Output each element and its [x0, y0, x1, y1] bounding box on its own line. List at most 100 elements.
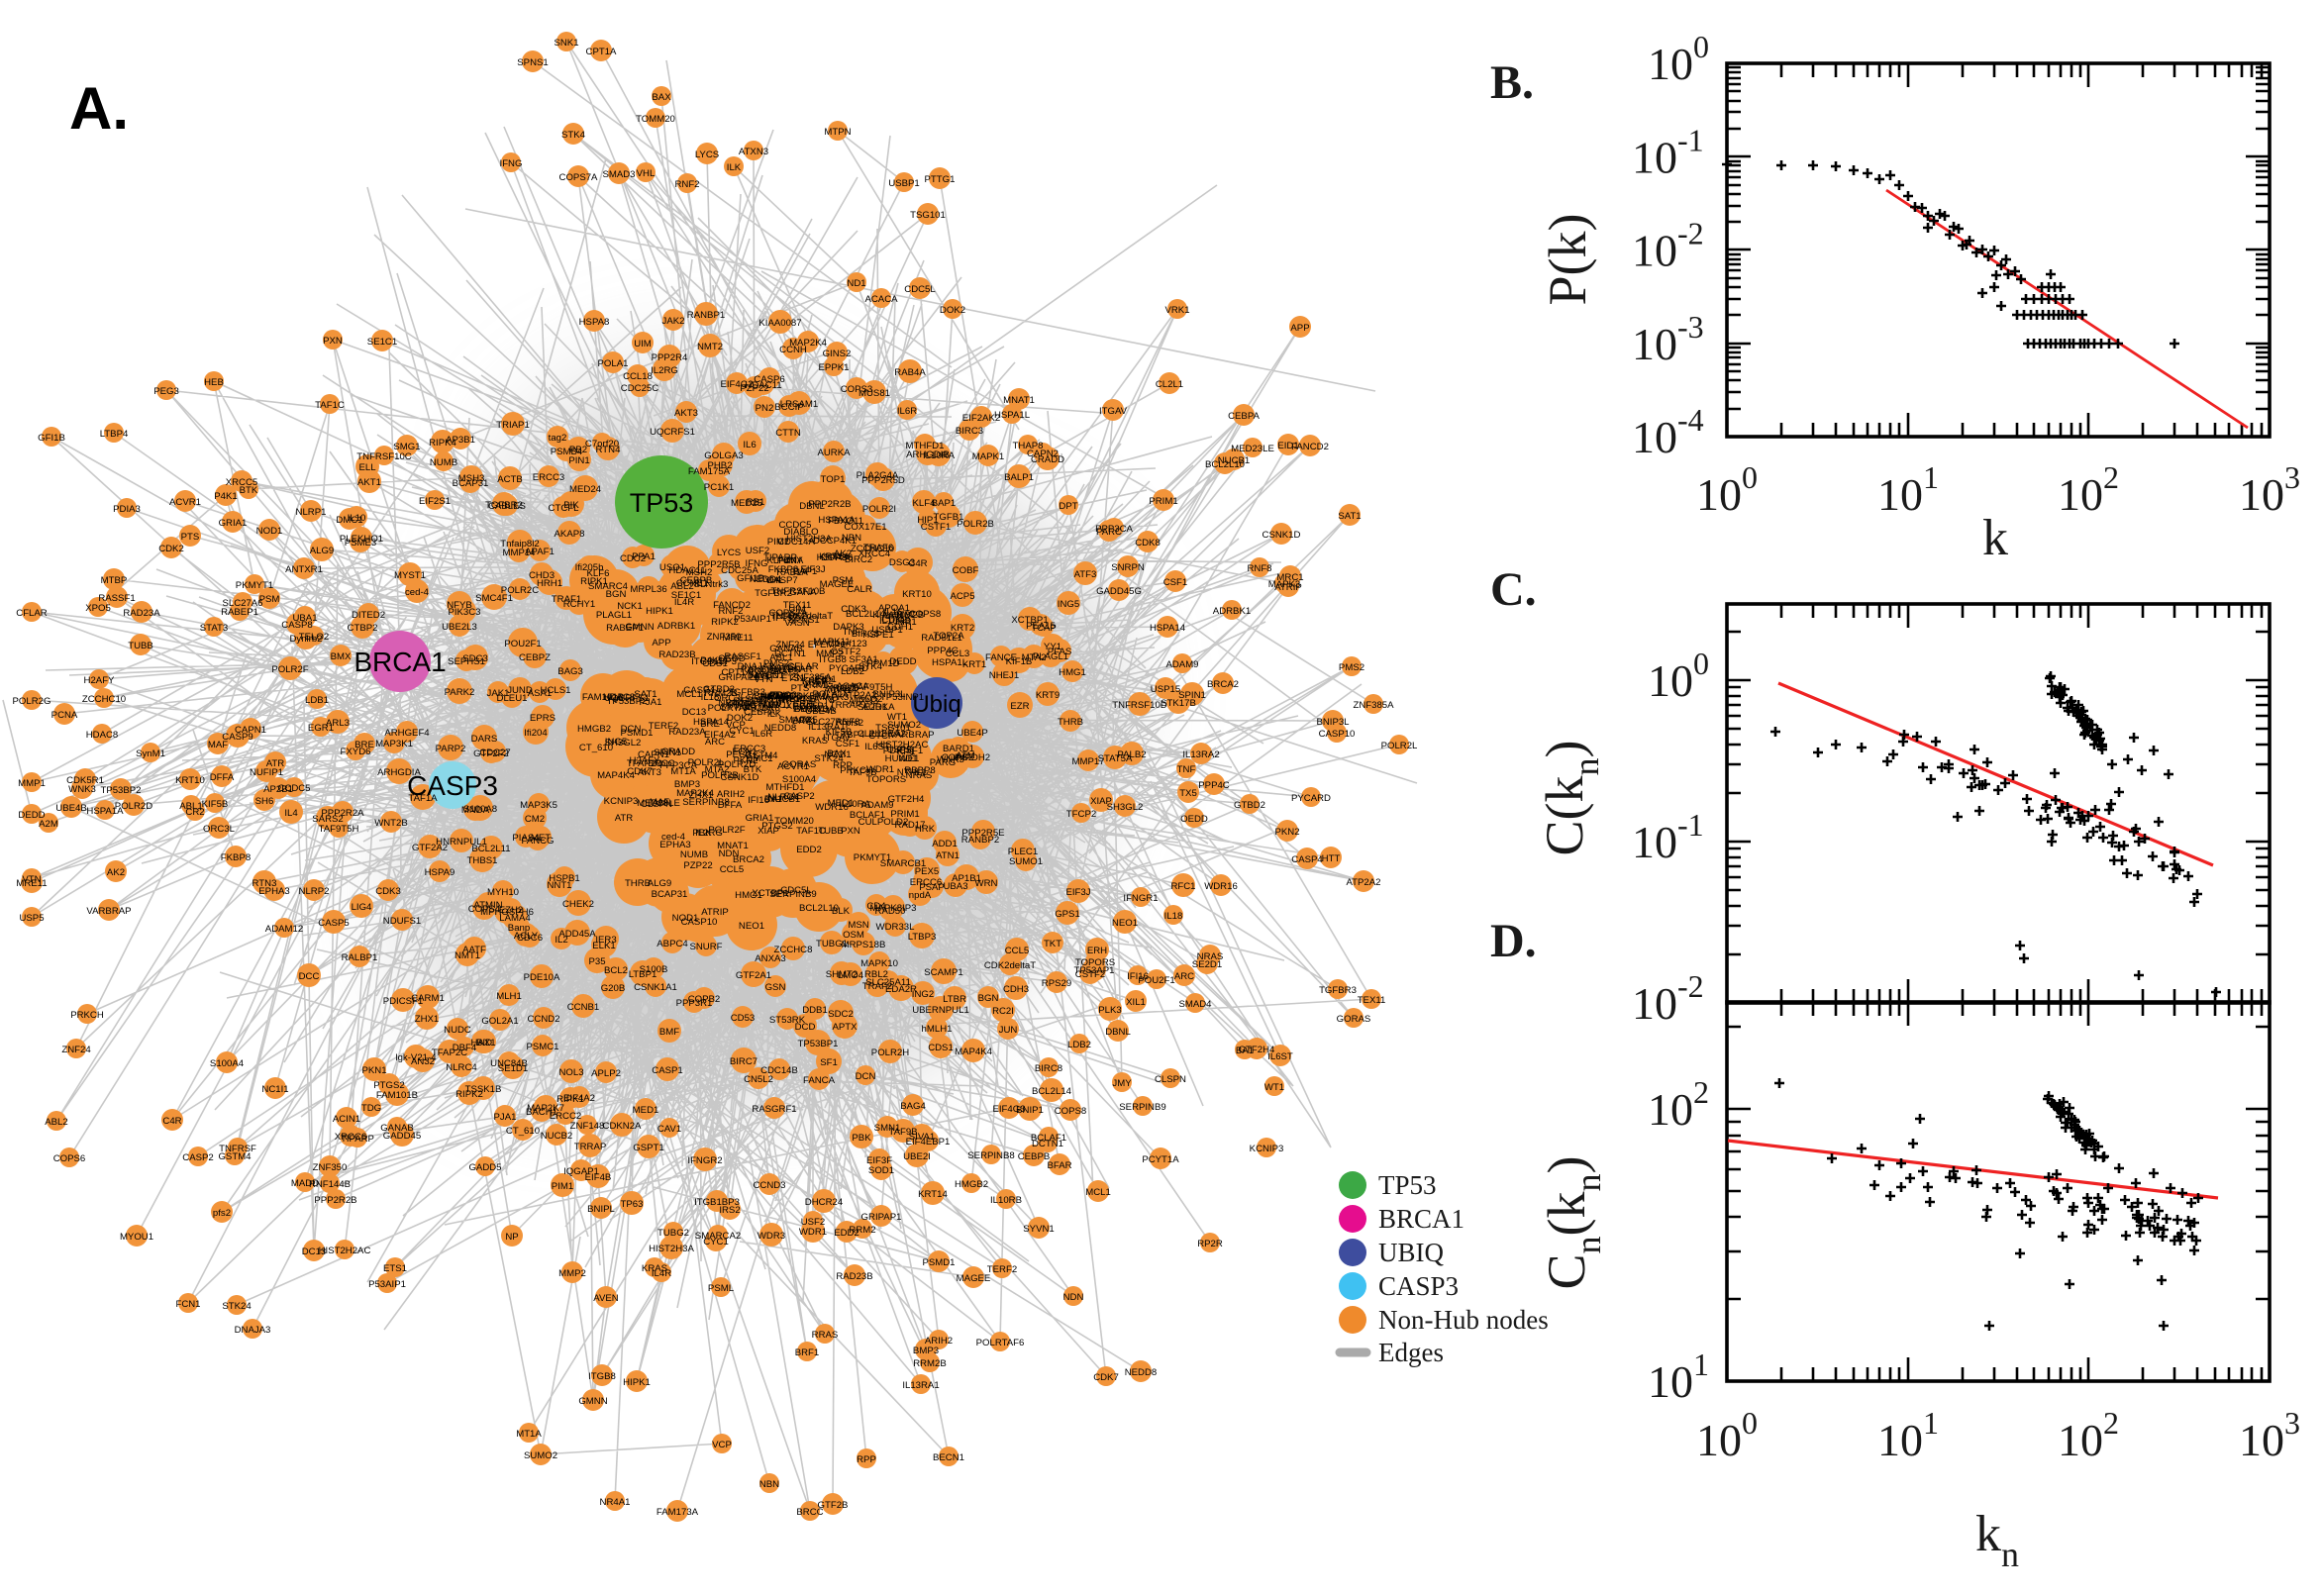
svg-text:MT1A: MT1A	[516, 1429, 542, 1440]
svg-text:POLR2L: POLR2L	[1381, 741, 1418, 751]
svg-text:FAM175A: FAM175A	[688, 466, 731, 477]
svg-text:C4R: C4R	[162, 1116, 181, 1127]
svg-text:k: k	[1982, 510, 2008, 566]
svg-text:HRK: HRK	[915, 824, 936, 835]
svg-text:TP53BP2: TP53BP2	[100, 785, 141, 796]
svg-text:MTA2: MTA2	[705, 764, 730, 775]
svg-text:JUND: JUND	[507, 685, 533, 696]
svg-text:KIF1B: KIF1B	[1006, 656, 1033, 667]
svg-text:RNF144B: RNF144B	[775, 694, 817, 705]
svg-text:S100A8: S100A8	[463, 804, 497, 815]
svg-text:PTGS2: PTGS2	[761, 821, 792, 832]
svg-text:MRPL36: MRPL36	[630, 584, 666, 595]
svg-text:tag2: tag2	[549, 433, 567, 444]
svg-text:PSME3: PSME3	[345, 538, 377, 549]
svg-text:NHEJ1: NHEJ1	[989, 670, 1019, 681]
svg-text:GSPT1: GSPT1	[633, 1143, 663, 1153]
svg-text:LTBP4: LTBP4	[837, 730, 865, 741]
svg-text:P4K1: P4K1	[700, 655, 723, 666]
svg-text:LDB1: LDB1	[305, 695, 329, 706]
svg-text:IQGAP1: IQGAP1	[563, 1166, 599, 1177]
svg-text:DHCR24: DHCR24	[805, 1197, 844, 1208]
svg-text:CHEK2: CHEK2	[562, 899, 594, 910]
svg-text:HIPK1: HIPK1	[646, 606, 673, 617]
svg-text:UNC84B: UNC84B	[490, 1058, 528, 1069]
svg-text:C1orf123: C1orf123	[828, 639, 866, 649]
svg-text:CTCFL: CTCFL	[549, 503, 580, 514]
svg-text:CDC5L: CDC5L	[780, 885, 812, 896]
svg-text:SH6: SH6	[255, 796, 274, 807]
svg-text:PKN2: PKN2	[733, 755, 758, 766]
svg-text:XCTBP1: XCTBP1	[1011, 615, 1048, 626]
svg-text:MMP2: MMP2	[816, 648, 844, 659]
svg-text:CSF1: CSF1	[836, 739, 860, 749]
svg-text:KRT14: KRT14	[819, 551, 849, 562]
svg-text:LIG4: LIG4	[352, 902, 372, 913]
svg-text:BAG3: BAG3	[557, 666, 583, 677]
svg-text:ITGB1BP3: ITGB1BP3	[694, 1197, 740, 1208]
svg-text:TGFBR2: TGFBR2	[485, 500, 523, 511]
svg-text:NR4A1: NR4A1	[719, 698, 750, 709]
svg-text:SMAD4: SMAD4	[768, 691, 802, 702]
svg-text:TAF9B: TAF9B	[848, 767, 876, 778]
svg-text:XPO5: XPO5	[85, 603, 111, 614]
svg-text:UIM: UIM	[634, 339, 652, 349]
svg-text:PC1K1: PC1K1	[704, 482, 734, 493]
svg-text:GTBD2: GTBD2	[1234, 800, 1265, 811]
svg-text:ZNF350: ZNF350	[313, 1162, 348, 1173]
svg-text:CARM1: CARM1	[411, 993, 445, 1004]
svg-text:G20B: G20B	[601, 983, 626, 994]
svg-text:HIP1: HIP1	[917, 515, 938, 526]
svg-text:MAPK3: MAPK3	[1268, 579, 1301, 590]
svg-text:HDAC8: HDAC8	[603, 692, 636, 703]
svg-text:GADD45G: GADD45G	[1096, 586, 1142, 597]
svg-text:TGFBR3: TGFBR3	[728, 687, 765, 698]
svg-text:HSPA1L: HSPA1L	[994, 410, 1031, 421]
svg-text:HEB: HEB	[737, 700, 757, 711]
svg-text:MRC1: MRC1	[1276, 572, 1303, 583]
svg-text:ALG9: ALG9	[310, 546, 335, 556]
svg-text:HSPA9: HSPA9	[425, 867, 455, 878]
svg-text:HIPK1: HIPK1	[623, 1377, 651, 1388]
svg-text:TUBB: TUBB	[128, 641, 153, 651]
svg-text:SCAMP1: SCAMP1	[924, 967, 962, 978]
svg-text:HDAC8: HDAC8	[86, 730, 119, 741]
svg-text:HMGB2: HMGB2	[577, 724, 611, 735]
svg-text:PLK3: PLK3	[1098, 1005, 1121, 1016]
svg-text:POLR2I: POLR2I	[862, 504, 896, 515]
svg-text:CDK2deltaT: CDK2deltaT	[781, 611, 833, 622]
svg-text:GANAB: GANAB	[380, 1123, 414, 1134]
svg-text:TAF9T5H: TAF9T5H	[853, 682, 893, 693]
svg-text:ADD45A: ADD45A	[558, 929, 596, 940]
svg-text:CASP10: CASP10	[681, 917, 718, 928]
svg-text:TDG: TDG	[361, 1103, 381, 1114]
svg-text:RNF8: RNF8	[1247, 563, 1271, 574]
svg-text:RPS29: RPS29	[1042, 978, 1071, 989]
svg-text:BNIP1: BNIP1	[1016, 1105, 1044, 1116]
svg-text:CASP5: CASP5	[318, 918, 349, 929]
svg-text:STAT3: STAT3	[770, 666, 798, 677]
svg-text:CSNK1D: CSNK1D	[1262, 530, 1301, 541]
svg-text:GOL2A1: GOL2A1	[481, 1016, 518, 1027]
svg-text:DCCP4K1: DCCP4K1	[813, 536, 857, 547]
svg-text:BMP3: BMP3	[674, 779, 700, 790]
svg-text:MAGEE: MAGEE	[957, 1273, 991, 1284]
svg-text:PCNA: PCNA	[777, 555, 804, 566]
svg-text:PSMD1: PSMD1	[620, 728, 653, 739]
svg-text:POLR2B: POLR2B	[957, 519, 994, 530]
svg-text:MSH2: MSH2	[686, 567, 713, 578]
svg-text:TUBB: TUBB	[818, 826, 844, 837]
svg-text:KARS: KARS	[769, 662, 795, 673]
svg-text:ST53RK: ST53RK	[769, 1015, 806, 1026]
svg-text:WDR33L: WDR33L	[876, 922, 916, 933]
svg-text:TRAF2: TRAF2	[862, 981, 892, 992]
svg-text:Ifi205b: Ifi205b	[575, 562, 604, 573]
svg-text:IL10RA: IL10RA	[923, 450, 956, 461]
svg-text:XCTBP1: XCTBP1	[752, 888, 788, 899]
svg-text:GADD45: GADD45	[383, 1131, 421, 1142]
svg-text:NC1I1: NC1I1	[261, 1084, 288, 1095]
svg-text:ATM: ATM	[956, 750, 975, 761]
svg-text:MAP2K4: MAP2K4	[676, 788, 715, 799]
svg-text:RALBP1: RALBP1	[342, 952, 378, 963]
svg-text:ATN1: ATN1	[936, 850, 960, 861]
